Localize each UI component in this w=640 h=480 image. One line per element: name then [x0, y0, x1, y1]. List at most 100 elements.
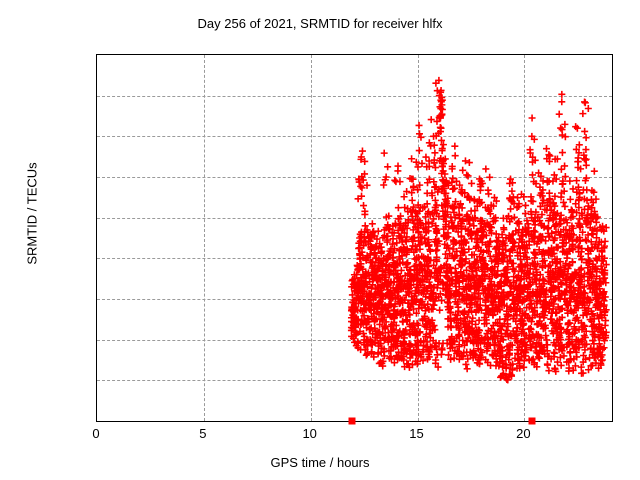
data-point-marker	[429, 323, 437, 331]
data-point-marker	[425, 223, 433, 231]
data-point-marker	[361, 157, 369, 165]
data-point-marker	[384, 329, 392, 337]
data-point-marker	[508, 259, 516, 267]
data-point-marker	[398, 331, 406, 339]
data-point-marker	[540, 314, 548, 322]
data-point-marker	[405, 329, 413, 337]
data-point-marker	[415, 130, 423, 138]
data-point-marker	[563, 343, 571, 351]
data-point-marker	[409, 184, 417, 192]
data-point-marker	[357, 155, 365, 163]
data-point-marker	[417, 133, 425, 141]
data-point-marker	[432, 79, 440, 87]
data-point-marker	[363, 181, 371, 189]
data-point-marker	[529, 158, 537, 166]
x-axis-tick-label: 10	[302, 426, 317, 441]
data-point-marker	[549, 330, 557, 338]
data-point-marker	[526, 338, 534, 346]
data-point-marker	[449, 245, 457, 253]
data-point-marker	[573, 314, 581, 322]
data-point-marker	[452, 323, 460, 331]
data-point-marker	[456, 181, 464, 189]
plot-area	[96, 54, 613, 425]
data-point-marker	[493, 307, 501, 315]
data-point-marker	[491, 263, 499, 271]
data-point-marker	[455, 332, 463, 340]
data-point-marker	[560, 187, 568, 195]
data-points-layer	[347, 76, 610, 384]
data-point-marker	[545, 157, 553, 165]
data-point-marker	[515, 200, 523, 208]
x-axis-tick-label: 20	[516, 426, 531, 441]
data-point-marker	[548, 315, 556, 323]
data-point-marker	[466, 303, 474, 311]
data-point-marker	[439, 141, 447, 149]
data-point-marker	[508, 179, 516, 187]
data-point-marker	[559, 198, 567, 206]
data-point-marker	[563, 306, 571, 314]
data-point-marker	[456, 200, 464, 208]
data-point-marker	[422, 153, 430, 161]
data-point-marker	[460, 249, 468, 257]
data-point-marker	[382, 213, 390, 221]
data-point-marker	[442, 250, 450, 258]
data-point-marker	[572, 200, 580, 208]
data-point-marker	[495, 327, 503, 335]
data-point-marker	[567, 214, 575, 222]
data-point-marker	[376, 320, 384, 328]
data-point-marker	[521, 244, 529, 252]
data-point-marker	[391, 245, 399, 253]
data-point-marker	[444, 229, 452, 237]
data-point-marker	[410, 219, 418, 227]
data-point-marker	[380, 181, 388, 189]
data-point-marker	[414, 201, 422, 209]
data-point-marker	[418, 252, 426, 260]
data-point-marker	[460, 341, 468, 349]
data-point-marker	[572, 123, 580, 131]
data-point-marker	[526, 149, 534, 157]
data-point-marker	[360, 242, 368, 250]
data-point-marker	[452, 311, 460, 319]
data-point-marker	[414, 186, 422, 194]
data-point-marker	[543, 341, 551, 349]
data-point-marker	[349, 334, 357, 342]
data-point-marker	[582, 134, 590, 142]
data-point-marker	[410, 274, 418, 282]
data-point-marker	[380, 149, 388, 157]
data-point-marker	[492, 197, 500, 205]
data-point-marker	[575, 141, 583, 149]
data-point-marker	[526, 300, 534, 308]
data-point-marker	[462, 255, 470, 263]
data-point-marker	[392, 336, 400, 344]
data-point-marker	[519, 266, 527, 274]
data-point-marker	[403, 317, 411, 325]
data-point-marker	[408, 189, 416, 197]
data-point-marker	[559, 180, 567, 188]
data-point-marker	[425, 175, 433, 183]
data-point-marker	[465, 319, 473, 327]
data-point-marker	[406, 311, 414, 319]
data-point-marker	[451, 142, 459, 150]
zero-value-marker	[528, 417, 536, 425]
data-point-marker	[558, 90, 566, 98]
data-point-marker	[510, 273, 518, 281]
data-point-marker	[552, 259, 560, 267]
data-point-marker	[418, 298, 426, 306]
data-point-marker	[539, 275, 547, 283]
data-point-marker	[513, 324, 521, 332]
data-point-marker	[580, 205, 588, 213]
data-point-marker	[468, 307, 476, 315]
data-point-marker	[425, 305, 433, 313]
data-point-marker	[461, 157, 469, 165]
data-point-marker	[465, 245, 473, 253]
data-point-marker	[587, 238, 595, 246]
data-point-marker	[450, 238, 458, 246]
data-point-marker	[562, 260, 570, 268]
data-point-marker	[551, 192, 559, 200]
data-point-marker	[582, 146, 590, 154]
data-point-marker	[437, 136, 445, 144]
data-point-marker	[432, 247, 440, 255]
data-point-marker	[558, 149, 566, 157]
data-point-marker	[542, 332, 550, 340]
zero-value-marker	[348, 417, 356, 425]
